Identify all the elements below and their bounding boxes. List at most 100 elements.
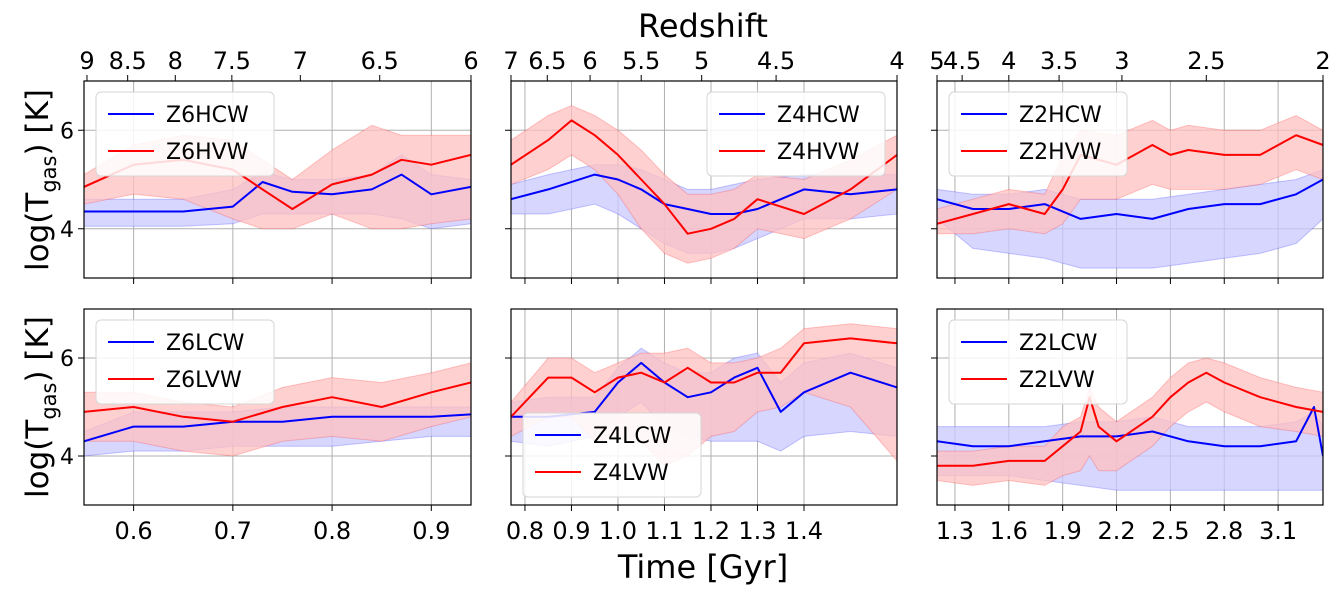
redshift-tick-label-4: 4	[889, 47, 904, 75]
redshift-axis-label: Redshift	[638, 7, 768, 45]
redshift-tick-label-5.5: 5.5	[622, 47, 660, 75]
line-Z6LVW	[84, 381, 471, 423]
xtick-label-2.8: 2.8	[1205, 517, 1243, 545]
xtick-label-1.0: 1.0	[599, 517, 637, 545]
axes-frame-z4-top	[510, 80, 898, 279]
legend-label-Z2HCW: Z2HCW	[1019, 103, 1102, 128]
xtick-label-0.9: 0.9	[412, 517, 450, 545]
line-Z4HCW	[511, 173, 897, 215]
time-axis-label: Time [Gyr]	[617, 548, 788, 586]
redshift-tick-label-7: 7	[503, 47, 518, 75]
legend-z4-top: Z4HCW Z4HVW	[706, 91, 886, 177]
legend-z6-bottom: Z6LCW Z6LVW	[95, 319, 275, 405]
ylabel-bottom-suffix: ) [K]	[20, 316, 56, 382]
axes-frame-z2-top	[936, 80, 1324, 279]
xtick-label-1.3: 1.3	[936, 517, 974, 545]
ylabel-bottom-sub: gas	[37, 383, 61, 420]
legend-z4-bottom: Z4LCW Z4LVW	[522, 412, 702, 498]
legend-label-Z6HVW: Z6HVW	[166, 140, 249, 165]
ylabel-top: log(Tgas) [K]	[20, 89, 61, 271]
legend-z6-top: Z6HCW Z6HVW	[95, 91, 275, 177]
legend-label-Z4HVW: Z4HVW	[777, 140, 860, 165]
axes-frame-z6-bottom	[83, 308, 472, 506]
xtick-label-1.6: 1.6	[990, 517, 1028, 545]
line-Z2HCW	[937, 178, 1323, 220]
svg-text:log(Tgas) [K]: log(Tgas) [K]	[20, 89, 61, 271]
ylabel-top-prefix: log(T	[20, 192, 56, 271]
panel-z4-top: 7 6.5 6 5.5 5 4.5 4 Z4HCW Z4HVW	[503, 47, 905, 284]
legend-label-Z4HCW: Z4HCW	[777, 103, 860, 128]
legend-label-Z6LVW: Z6LVW	[166, 368, 242, 393]
panel-z4-bottom: 0.8 0.9 1.0 1.1 1.2 1.3 1.4 Z4LCW Z4LVW	[505, 308, 898, 545]
xtick-label-0.7: 0.7	[214, 517, 252, 545]
plot-area-z6-bottom	[84, 362, 471, 457]
redshift-tick-label-2: 2	[1315, 47, 1330, 75]
axes-frame-z6-top	[83, 80, 472, 279]
redshift-tick-label-5: 5	[929, 47, 944, 75]
ylabel-bottom-prefix: log(T	[20, 419, 56, 498]
xtick-label-1.1: 1.1	[645, 517, 683, 545]
line-Z2HVW	[937, 134, 1323, 225]
xtick-label-0.8: 0.8	[506, 517, 544, 545]
xtick-label-2.5: 2.5	[1151, 517, 1189, 545]
xtick-label-0.9: 0.9	[552, 517, 590, 545]
redshift-tick-label-2.5: 2.5	[1187, 47, 1225, 75]
redshift-tick-label-7.5: 7.5	[213, 47, 251, 75]
line-Z2LCW	[937, 406, 1323, 457]
ylabel-bottom: log(Tgas) [K]	[20, 316, 61, 498]
axes-frame-z4-bottom	[510, 308, 898, 506]
redshift-tick-label-6: 6	[463, 47, 478, 75]
xtick-label-2.2: 2.2	[1097, 517, 1135, 545]
xtick-label-1.2: 1.2	[692, 517, 730, 545]
ytick-label-6: 6	[60, 347, 74, 372]
line-Z6HCW	[84, 173, 471, 213]
redshift-tick-label-7: 7	[293, 47, 308, 75]
redshift-tick-label-6: 6	[582, 47, 597, 75]
legend-label-Z4LCW: Z4LCW	[593, 424, 672, 449]
plot-area-z2-bottom	[937, 357, 1323, 491]
legend-label-Z4LVW: Z4LVW	[593, 461, 669, 486]
panel-z6-top: 4 6 9 8.5 8 7.5 7 6.5 6 Z6HCW Z6HVW	[60, 47, 479, 284]
legend-label-Z2HVW: Z2HVW	[1019, 140, 1102, 165]
redshift-tick-label-5: 5	[694, 47, 709, 75]
xtick-label-1.9: 1.9	[1044, 517, 1082, 545]
legend-label-Z2LCW: Z2LCW	[1019, 331, 1098, 356]
redshift-tick-label-4: 4	[1001, 47, 1016, 75]
panel-z6-bottom: 0.6 0.7 0.8 0.9 4 6 Z6LCW Z6LVW	[60, 308, 472, 545]
svg-text:log(Tgas) [K]: log(Tgas) [K]	[20, 316, 61, 498]
xtick-label-1.3: 1.3	[738, 517, 776, 545]
xtick-label-0.8: 0.8	[313, 517, 351, 545]
legend-z2-bottom: Z2LCW Z2LVW	[948, 319, 1128, 405]
xtick-label-3.1: 3.1	[1259, 517, 1297, 545]
ytick-label-4: 4	[60, 218, 74, 243]
panel-z2-top: 54.5 4 3.5 3 2.5 2 Z2HCW Z2HVW	[929, 47, 1331, 284]
redshift-tick-label-6.5: 6.5	[361, 47, 399, 75]
legend-label-Z2LVW: Z2LVW	[1019, 368, 1095, 393]
redshift-tick-label-6.5: 6.5	[528, 47, 566, 75]
redshift-tick-label-4.5: 4.5	[943, 47, 981, 75]
redshift-tick-label-9: 9	[79, 47, 94, 75]
legend-z2-top: Z2HCW Z2HVW	[948, 91, 1128, 177]
line-Z6LCW	[84, 413, 471, 443]
ylabel-top-sub: gas	[37, 156, 61, 193]
legend-label-Z6HCW: Z6HCW	[166, 103, 249, 128]
panel-z2-bottom: 1.3 1.6 1.9 2.2 2.5 2.8 3.1 Z2LCW Z2LVW	[931, 308, 1324, 545]
plot-area-z2-top	[937, 114, 1323, 269]
xtick-label-0.6: 0.6	[115, 517, 153, 545]
ytick-label-4: 4	[60, 445, 74, 470]
ylabel-top-suffix: ) [K]	[20, 89, 56, 155]
xtick-label-1.4: 1.4	[785, 517, 823, 545]
legend-label-Z6LCW: Z6LCW	[166, 331, 245, 356]
plot-area-z4-top	[511, 105, 897, 264]
redshift-tick-label-8.5: 8.5	[109, 47, 147, 75]
line-Z2LVW	[937, 371, 1323, 467]
redshift-tick-label-3: 3	[1114, 47, 1129, 75]
axes-frame-z2-bottom	[936, 308, 1324, 506]
redshift-tick-label-3.5: 3.5	[1040, 47, 1078, 75]
line-Z4HVW	[511, 119, 897, 235]
ytick-label-6: 6	[60, 119, 74, 144]
redshift-tick-label-4.5: 4.5	[757, 47, 795, 75]
line-Z4LCW	[511, 361, 897, 418]
redshift-tick-label-8: 8	[168, 47, 183, 75]
